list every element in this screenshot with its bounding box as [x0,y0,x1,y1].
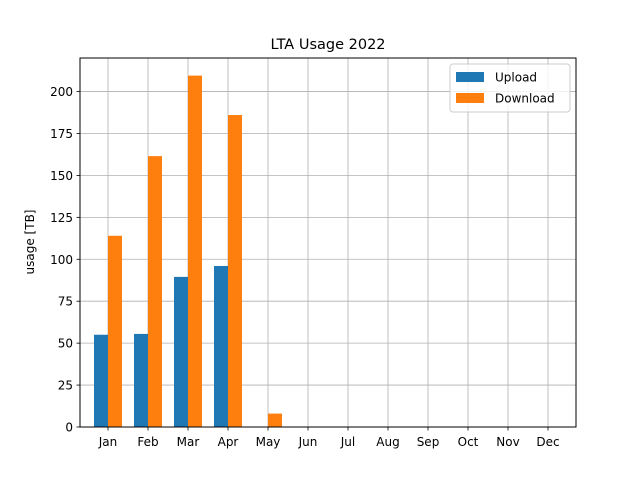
x-tick-label: Sep [417,435,440,449]
x-tick-label: Dec [536,435,559,449]
x-tick-label: Feb [137,435,158,449]
y-tick-label: 0 [65,421,73,435]
x-tick-label: May [256,435,281,449]
y-tick-label: 25 [58,379,73,393]
legend-label-upload: Upload [495,71,537,85]
bar-upload-feb [134,333,148,427]
bar-download-apr [228,115,242,427]
x-tick-label: Mar [177,435,200,449]
y-tick-label: 200 [50,85,73,99]
x-tick-label: Jun [298,435,318,449]
bar-download-jan [108,235,122,427]
x-tick-label: Aug [376,435,399,449]
bars [94,75,282,428]
y-tick-label: 175 [50,127,73,141]
y-tick-label: 150 [50,169,73,183]
y-axis: 0 25 50 75 100 125 150 175 200 [50,85,80,435]
y-tick-label: 50 [58,337,73,351]
bar-upload-jan [94,334,108,427]
legend: Upload Download [449,63,571,113]
y-tick-label: 100 [50,253,73,267]
bar-download-may [268,413,282,427]
x-axis: Jan Feb Mar Apr May Jun Jul Aug Sep Oct Nov Dec [98,427,560,449]
y-tick-label: 75 [58,295,73,309]
plot-area-frame [79,57,577,428]
x-tick-label: Jul [340,435,355,449]
bar-upload-mar [174,276,188,427]
x-tick-label: Oct [458,435,479,449]
y-tick-label: 125 [50,211,73,225]
y-axis-label: usage [TB] [23,210,37,275]
bar-download-feb [148,156,162,427]
legend-swatch-download [456,93,484,103]
x-tick-label: Jan [98,435,118,449]
legend-label-download: Download [495,92,555,106]
x-tick-label: Apr [218,435,239,449]
bar-download-mar [188,75,202,428]
bar-upload-apr [214,265,228,427]
chart-title: LTA Usage 2022 [270,37,385,53]
legend-swatch-upload [456,72,484,82]
x-tick-label: Nov [496,435,519,449]
